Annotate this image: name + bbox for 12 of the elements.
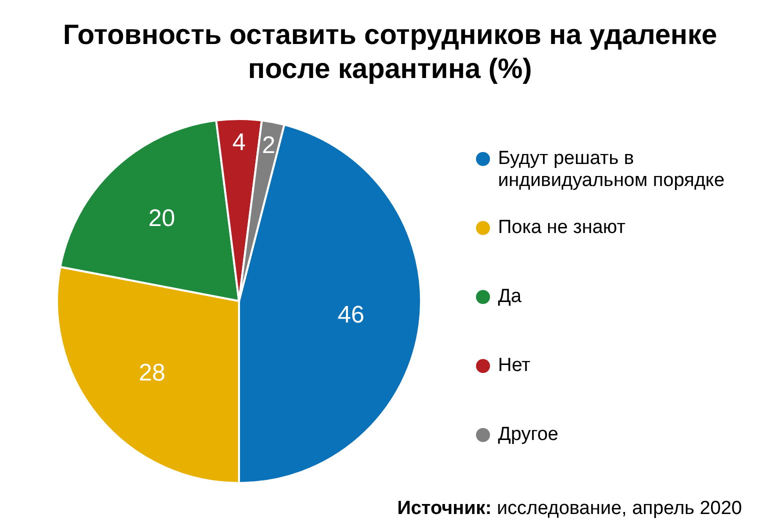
data-label: 2 (262, 132, 276, 159)
chart-title: Готовность оставить сотрудников на удаленке после карантина (%) (62, 18, 718, 86)
text: Источник: исследование, апрель 2020 (397, 498, 742, 519)
data-label: 28 (138, 359, 166, 386)
legend-label: Да (498, 286, 522, 308)
legend-label: Будут решать в индивидуальном порядке (498, 148, 726, 192)
data-label: 4 (232, 129, 246, 156)
legend-label: Пока не знают (498, 217, 626, 239)
data-label: 46 (338, 302, 364, 329)
legend-label: Нет (498, 355, 530, 377)
data-label: 20 (148, 205, 176, 232)
legend-label: Другое (498, 424, 558, 446)
